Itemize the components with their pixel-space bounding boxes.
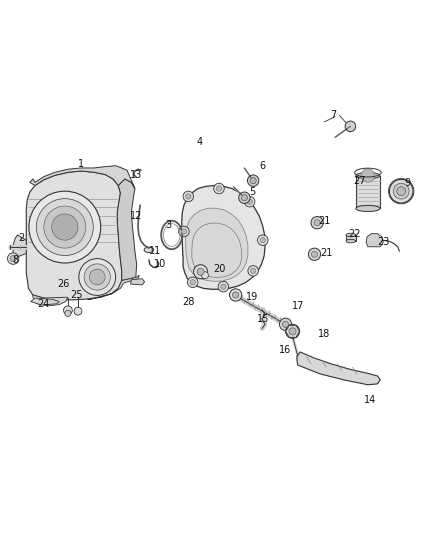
Text: 15: 15: [257, 314, 269, 324]
Circle shape: [218, 281, 229, 292]
Circle shape: [393, 183, 409, 199]
Circle shape: [389, 179, 413, 203]
Text: 14: 14: [364, 395, 376, 405]
Circle shape: [251, 268, 256, 273]
Circle shape: [216, 186, 222, 191]
Text: 7: 7: [330, 110, 336, 120]
Polygon shape: [117, 179, 137, 280]
Text: 24: 24: [38, 298, 50, 309]
Text: 9: 9: [404, 178, 410, 188]
Circle shape: [36, 199, 93, 255]
Circle shape: [345, 121, 356, 132]
Text: 19: 19: [246, 292, 258, 302]
Text: 3: 3: [166, 220, 172, 230]
Circle shape: [79, 259, 116, 295]
Text: 25: 25: [71, 290, 83, 300]
Ellipse shape: [346, 233, 356, 237]
Circle shape: [64, 306, 72, 314]
Circle shape: [289, 328, 296, 335]
Circle shape: [7, 253, 19, 264]
Polygon shape: [26, 171, 122, 300]
Text: 1: 1: [78, 159, 84, 168]
Text: 26: 26: [57, 279, 70, 289]
Text: 8: 8: [12, 255, 18, 265]
Circle shape: [230, 289, 242, 301]
Circle shape: [283, 321, 289, 327]
Circle shape: [286, 324, 300, 338]
Polygon shape: [186, 208, 248, 281]
Circle shape: [89, 269, 105, 285]
Circle shape: [65, 310, 71, 317]
Ellipse shape: [356, 173, 380, 179]
Text: 4: 4: [196, 136, 202, 147]
Circle shape: [241, 195, 247, 201]
Circle shape: [74, 307, 82, 315]
Circle shape: [181, 229, 187, 234]
Polygon shape: [297, 352, 380, 385]
Text: 27: 27: [353, 176, 365, 186]
Circle shape: [221, 284, 226, 289]
Ellipse shape: [356, 205, 380, 212]
Circle shape: [84, 264, 110, 290]
Circle shape: [311, 251, 318, 257]
Text: 12: 12: [130, 211, 142, 221]
Circle shape: [52, 214, 78, 240]
Circle shape: [250, 177, 256, 184]
Text: 13: 13: [130, 169, 142, 180]
Text: 2: 2: [18, 233, 24, 243]
Circle shape: [197, 268, 204, 275]
Circle shape: [183, 191, 194, 201]
Polygon shape: [286, 325, 300, 337]
Circle shape: [308, 248, 321, 260]
Circle shape: [10, 255, 16, 262]
Circle shape: [314, 220, 320, 226]
Polygon shape: [356, 175, 380, 208]
Polygon shape: [366, 233, 383, 247]
Circle shape: [258, 235, 268, 246]
Text: 5: 5: [249, 187, 255, 197]
Text: 18: 18: [318, 329, 330, 340]
Polygon shape: [33, 295, 68, 306]
Circle shape: [214, 183, 224, 194]
Ellipse shape: [346, 239, 356, 243]
Circle shape: [44, 206, 86, 248]
Circle shape: [201, 272, 208, 279]
Circle shape: [187, 277, 198, 287]
Text: 10: 10: [154, 260, 166, 269]
Circle shape: [361, 169, 374, 182]
Circle shape: [247, 199, 252, 204]
Circle shape: [311, 216, 323, 229]
Circle shape: [244, 197, 255, 207]
Circle shape: [247, 175, 259, 187]
Circle shape: [179, 226, 189, 237]
Polygon shape: [88, 275, 139, 300]
Polygon shape: [31, 298, 59, 305]
Text: 22: 22: [349, 229, 361, 239]
Text: 28: 28: [182, 296, 194, 306]
Circle shape: [260, 238, 265, 243]
Polygon shape: [13, 235, 26, 258]
Text: 21: 21: [320, 248, 332, 259]
Circle shape: [29, 191, 101, 263]
Circle shape: [233, 292, 239, 298]
Circle shape: [279, 318, 292, 330]
Polygon shape: [30, 166, 135, 189]
Polygon shape: [131, 279, 145, 285]
Text: 16: 16: [279, 345, 291, 355]
Circle shape: [186, 194, 191, 199]
Circle shape: [190, 280, 195, 285]
Polygon shape: [182, 185, 265, 289]
Circle shape: [248, 265, 258, 276]
Text: 11: 11: [149, 246, 162, 256]
Circle shape: [397, 187, 406, 196]
Text: 20: 20: [213, 264, 225, 273]
Polygon shape: [346, 235, 356, 241]
Circle shape: [239, 192, 250, 204]
Text: 23: 23: [377, 237, 389, 247]
Text: 17: 17: [292, 301, 304, 311]
Circle shape: [194, 265, 208, 279]
Text: 6: 6: [260, 161, 266, 171]
Text: 21: 21: [318, 215, 330, 225]
Ellipse shape: [144, 247, 154, 253]
